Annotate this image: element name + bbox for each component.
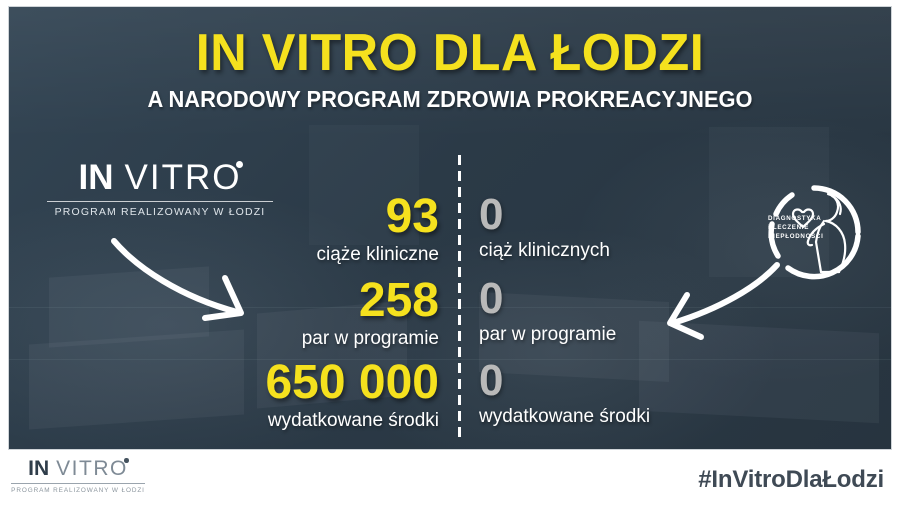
footer-logo-word-in: IN: [28, 457, 50, 480]
program-logo-wordmark: IN VITRO: [45, 159, 275, 197]
badge-line-1: DIAGNOSTYKA: [768, 215, 822, 222]
background-line: [9, 307, 891, 308]
badge: DIAGNOSTYKA i LECZENIE NIEPŁODNOŚCI: [766, 184, 862, 280]
curved-arrow-down-left-icon: [657, 257, 787, 352]
stat-left-funds: 650 000 wydatkowane środki: [189, 359, 439, 432]
program-logo-word-vitro: VITRO: [124, 158, 244, 197]
program-logo-word-vitro-text: VITRO: [124, 158, 242, 197]
stat-value: 650 000: [265, 356, 439, 409]
stat-value: 0: [479, 190, 504, 239]
badge-text: DIAGNOSTYKA i LECZENIE NIEPŁODNOŚCI: [768, 214, 824, 241]
main-panel: IN VITRO DLA ŁODZI A NARODOWY PROGRAM ZD…: [8, 6, 892, 450]
stat-value: 0: [479, 356, 504, 405]
page-subtitle: A NARODOWY PROGRAM ZDROWIA PROKREACYJNEG…: [147, 86, 753, 112]
stat-label: par w programie: [479, 324, 617, 345]
footer: IN VITRO PROGRAM REALIZOWANY W ŁODZI #In…: [0, 452, 900, 506]
badge-line-3: NIEPŁODNOŚCI: [768, 233, 824, 240]
stat-label: ciąż klinicznych: [479, 240, 610, 261]
footer-logo-wordmark: IN VITRO: [10, 457, 146, 480]
background-photo: [9, 7, 891, 449]
hashtag: #InVitroDlaŁodzi: [698, 466, 884, 493]
program-logo: IN VITRO PROGRAM REALIZOWANY W ŁODZI: [45, 159, 275, 218]
background-line: [9, 359, 891, 360]
footer-logo: IN VITRO PROGRAM REALIZOWANY W ŁODZI: [10, 457, 146, 494]
stat-right-pregnancies: 0 ciąż klinicznych: [479, 193, 799, 262]
stat-value: 258: [358, 274, 439, 327]
footer-logo-tagline: PROGRAM REALIZOWANY W ŁODZI: [11, 487, 145, 494]
header: IN VITRO DLA ŁODZI A NARODOWY PROGRAM ZD…: [9, 25, 891, 112]
background-shape: [709, 127, 829, 277]
footer-logo-word-vitro-text: VITRO: [56, 457, 128, 480]
stat-value: 0: [479, 274, 504, 323]
stat-right-funds: 0 wydatkowane środki: [479, 359, 799, 428]
stat-left-pregnancies: 93 ciąże kliniczne: [189, 190, 440, 266]
logo-dot-icon: [124, 458, 129, 463]
stat-label: wydatkowane środki: [479, 406, 651, 427]
curved-arrow-down-right-icon: [109, 235, 274, 340]
footer-logo-divider-rule: [11, 483, 145, 484]
footer-logo-word-vitro: VITRO: [56, 457, 129, 480]
badge-line-2: i LECZENIE: [768, 224, 810, 231]
page-title: IN VITRO DLA ŁODZI: [195, 24, 705, 82]
logo-divider-rule: [47, 201, 273, 202]
stat-right-couples: 0 par w programie: [479, 277, 799, 346]
vertical-dashed-divider: [458, 155, 461, 443]
program-logo-word-in: IN: [78, 158, 114, 197]
stat-label: par w programie: [301, 328, 439, 349]
logo-dot-icon: [236, 161, 244, 168]
stat-label: ciąże kliniczne: [316, 244, 440, 265]
statistics: 93 ciąże kliniczne 258 par w programie 6…: [9, 7, 891, 449]
stat-left-couples: 258 par w programie: [189, 277, 439, 350]
program-logo-tagline: PROGRAM REALIZOWANY W ŁODZI: [54, 206, 266, 218]
stat-label: wydatkowane środki: [267, 410, 439, 431]
stat-value: 93: [385, 190, 439, 243]
